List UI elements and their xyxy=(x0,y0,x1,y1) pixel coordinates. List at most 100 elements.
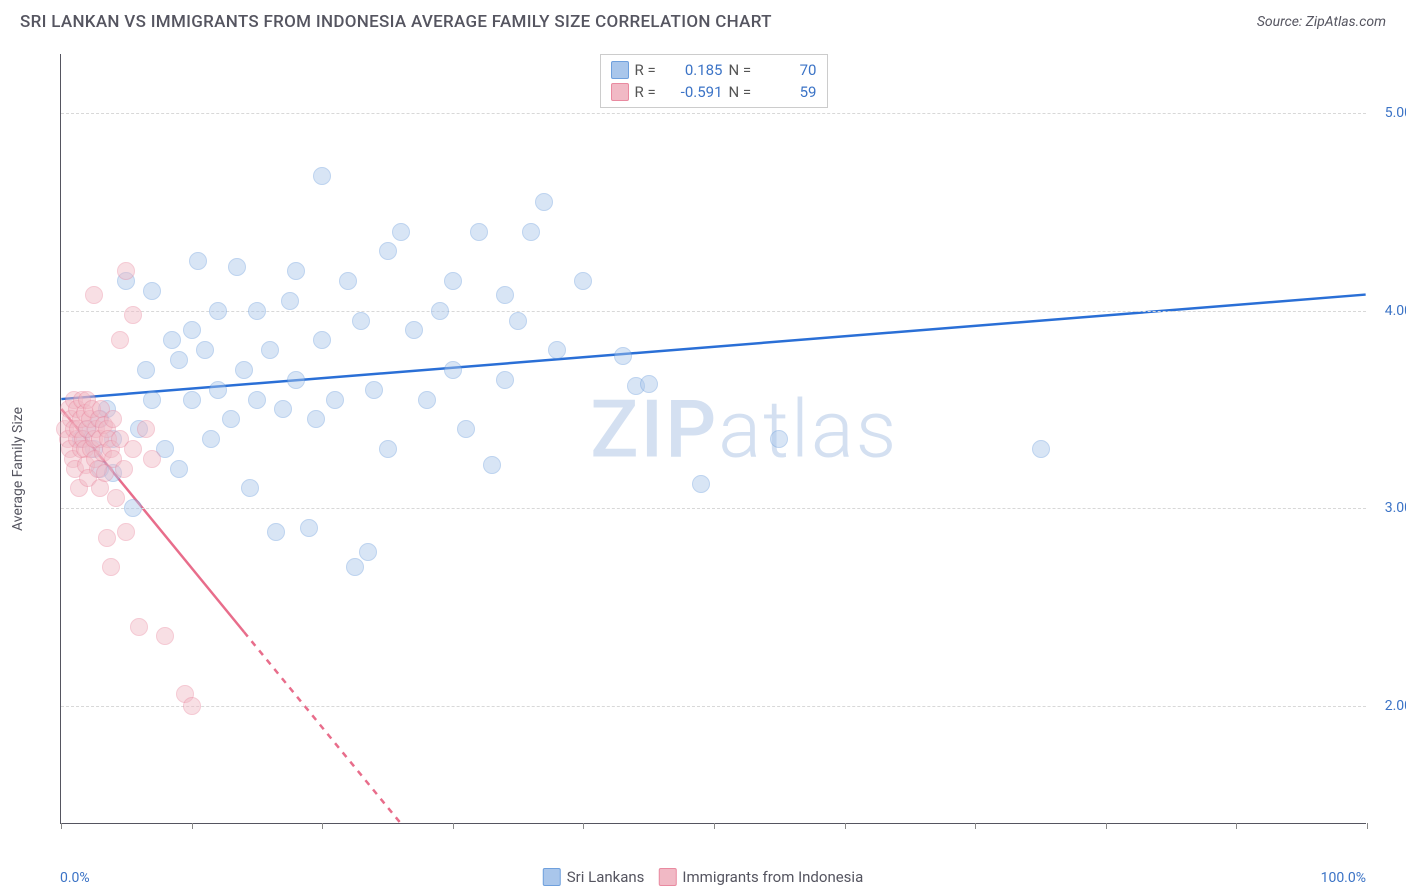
data-point xyxy=(163,331,181,349)
data-point xyxy=(640,375,658,393)
data-point xyxy=(418,391,436,409)
data-point xyxy=(274,400,292,418)
chart-title: SRI LANKAN VS IMMIGRANTS FROM INDONESIA … xyxy=(20,12,772,32)
chart-container: Average Family Size ZIPatlas R = 0.185 N… xyxy=(20,46,1386,892)
data-point xyxy=(574,272,592,290)
y-tick-label: 3.00 xyxy=(1372,500,1406,516)
data-point xyxy=(124,499,142,517)
data-point xyxy=(1032,440,1050,458)
data-point xyxy=(143,450,161,468)
legend-r-label: R = xyxy=(635,61,663,79)
data-point xyxy=(137,420,155,438)
watermark-zip: ZIP xyxy=(590,382,718,476)
data-point xyxy=(535,193,553,211)
legend-r-value: -0.591 xyxy=(669,83,723,101)
data-point xyxy=(496,371,514,389)
data-point xyxy=(483,456,501,474)
data-point xyxy=(522,223,540,241)
data-point xyxy=(222,410,240,428)
legend-stats-row: R = -0.591 N = 59 xyxy=(611,81,817,103)
legend-stats: R = 0.185 N = 70 R = -0.591 N = 59 xyxy=(600,54,828,108)
y-tick-label: 4.00 xyxy=(1372,303,1406,319)
legend-series: Sri Lankans Immigrants from Indonesia xyxy=(543,868,863,886)
data-point xyxy=(102,558,120,576)
legend-r-value: 0.185 xyxy=(669,61,723,79)
data-point xyxy=(248,302,266,320)
x-tick-mark xyxy=(453,823,454,829)
legend-swatch xyxy=(611,61,629,79)
data-point xyxy=(115,460,133,478)
data-point xyxy=(248,391,266,409)
data-point xyxy=(339,272,357,290)
data-point xyxy=(189,252,207,270)
data-point xyxy=(444,361,462,379)
data-point xyxy=(444,272,462,290)
data-point xyxy=(170,351,188,369)
data-point xyxy=(170,460,188,478)
data-point xyxy=(313,167,331,185)
data-point xyxy=(770,430,788,448)
legend-n-label: N = xyxy=(729,83,757,101)
grid-line xyxy=(61,113,1366,114)
header: SRI LANKAN VS IMMIGRANTS FROM INDONESIA … xyxy=(0,0,1406,40)
legend-n-label: N = xyxy=(729,61,757,79)
x-tick-mark xyxy=(322,823,323,829)
source-attribution: Source: ZipAtlas.com xyxy=(1257,14,1386,30)
data-point xyxy=(143,391,161,409)
x-tick-mark xyxy=(714,823,715,829)
legend-label: Sri Lankans xyxy=(567,868,645,886)
data-point xyxy=(326,391,344,409)
legend-label: Immigrants from Indonesia xyxy=(682,868,863,886)
data-point xyxy=(359,543,377,561)
data-point xyxy=(107,489,125,507)
y-tick-label: 2.00 xyxy=(1372,698,1406,714)
data-point xyxy=(313,331,331,349)
data-point xyxy=(143,282,161,300)
x-axis-max-label: 100.0% xyxy=(1321,870,1366,886)
legend-n-value: 59 xyxy=(763,83,817,101)
data-point xyxy=(261,341,279,359)
y-tick-label: 5.00 xyxy=(1372,105,1406,121)
data-point xyxy=(281,292,299,310)
data-point xyxy=(379,242,397,260)
data-point xyxy=(183,697,201,715)
data-point xyxy=(228,258,246,276)
data-point xyxy=(137,361,155,379)
x-tick-mark xyxy=(1236,823,1237,829)
data-point xyxy=(209,302,227,320)
data-point xyxy=(300,519,318,537)
data-point xyxy=(196,341,214,359)
watermark: ZIPatlas xyxy=(590,382,898,476)
data-point xyxy=(457,420,475,438)
x-tick-mark xyxy=(61,823,62,829)
data-point xyxy=(130,618,148,636)
data-point xyxy=(104,410,122,428)
legend-item: Immigrants from Indonesia xyxy=(658,868,863,886)
data-point xyxy=(307,410,325,428)
data-point xyxy=(346,558,364,576)
data-point xyxy=(548,341,566,359)
grid-line xyxy=(61,508,1366,509)
x-axis-min-label: 0.0% xyxy=(60,870,90,886)
legend-stats-row: R = 0.185 N = 70 xyxy=(611,59,817,81)
grid-line xyxy=(61,706,1366,707)
x-tick-mark xyxy=(583,823,584,829)
y-axis-label: Average Family Size xyxy=(10,407,26,531)
watermark-atlas: atlas xyxy=(718,382,898,476)
x-tick-mark xyxy=(1106,823,1107,829)
plot-area: ZIPatlas R = 0.185 N = 70 R = -0.591 N =… xyxy=(60,54,1366,824)
data-point xyxy=(431,302,449,320)
data-point xyxy=(365,381,383,399)
x-tick-mark xyxy=(845,823,846,829)
data-point xyxy=(692,475,710,493)
legend-swatch xyxy=(658,868,676,886)
data-point xyxy=(156,627,174,645)
data-point xyxy=(209,381,227,399)
data-point xyxy=(509,312,527,330)
data-point xyxy=(267,523,285,541)
data-point xyxy=(111,331,129,349)
data-point xyxy=(287,262,305,280)
x-tick-mark xyxy=(192,823,193,829)
data-point xyxy=(124,306,142,324)
data-point xyxy=(470,223,488,241)
